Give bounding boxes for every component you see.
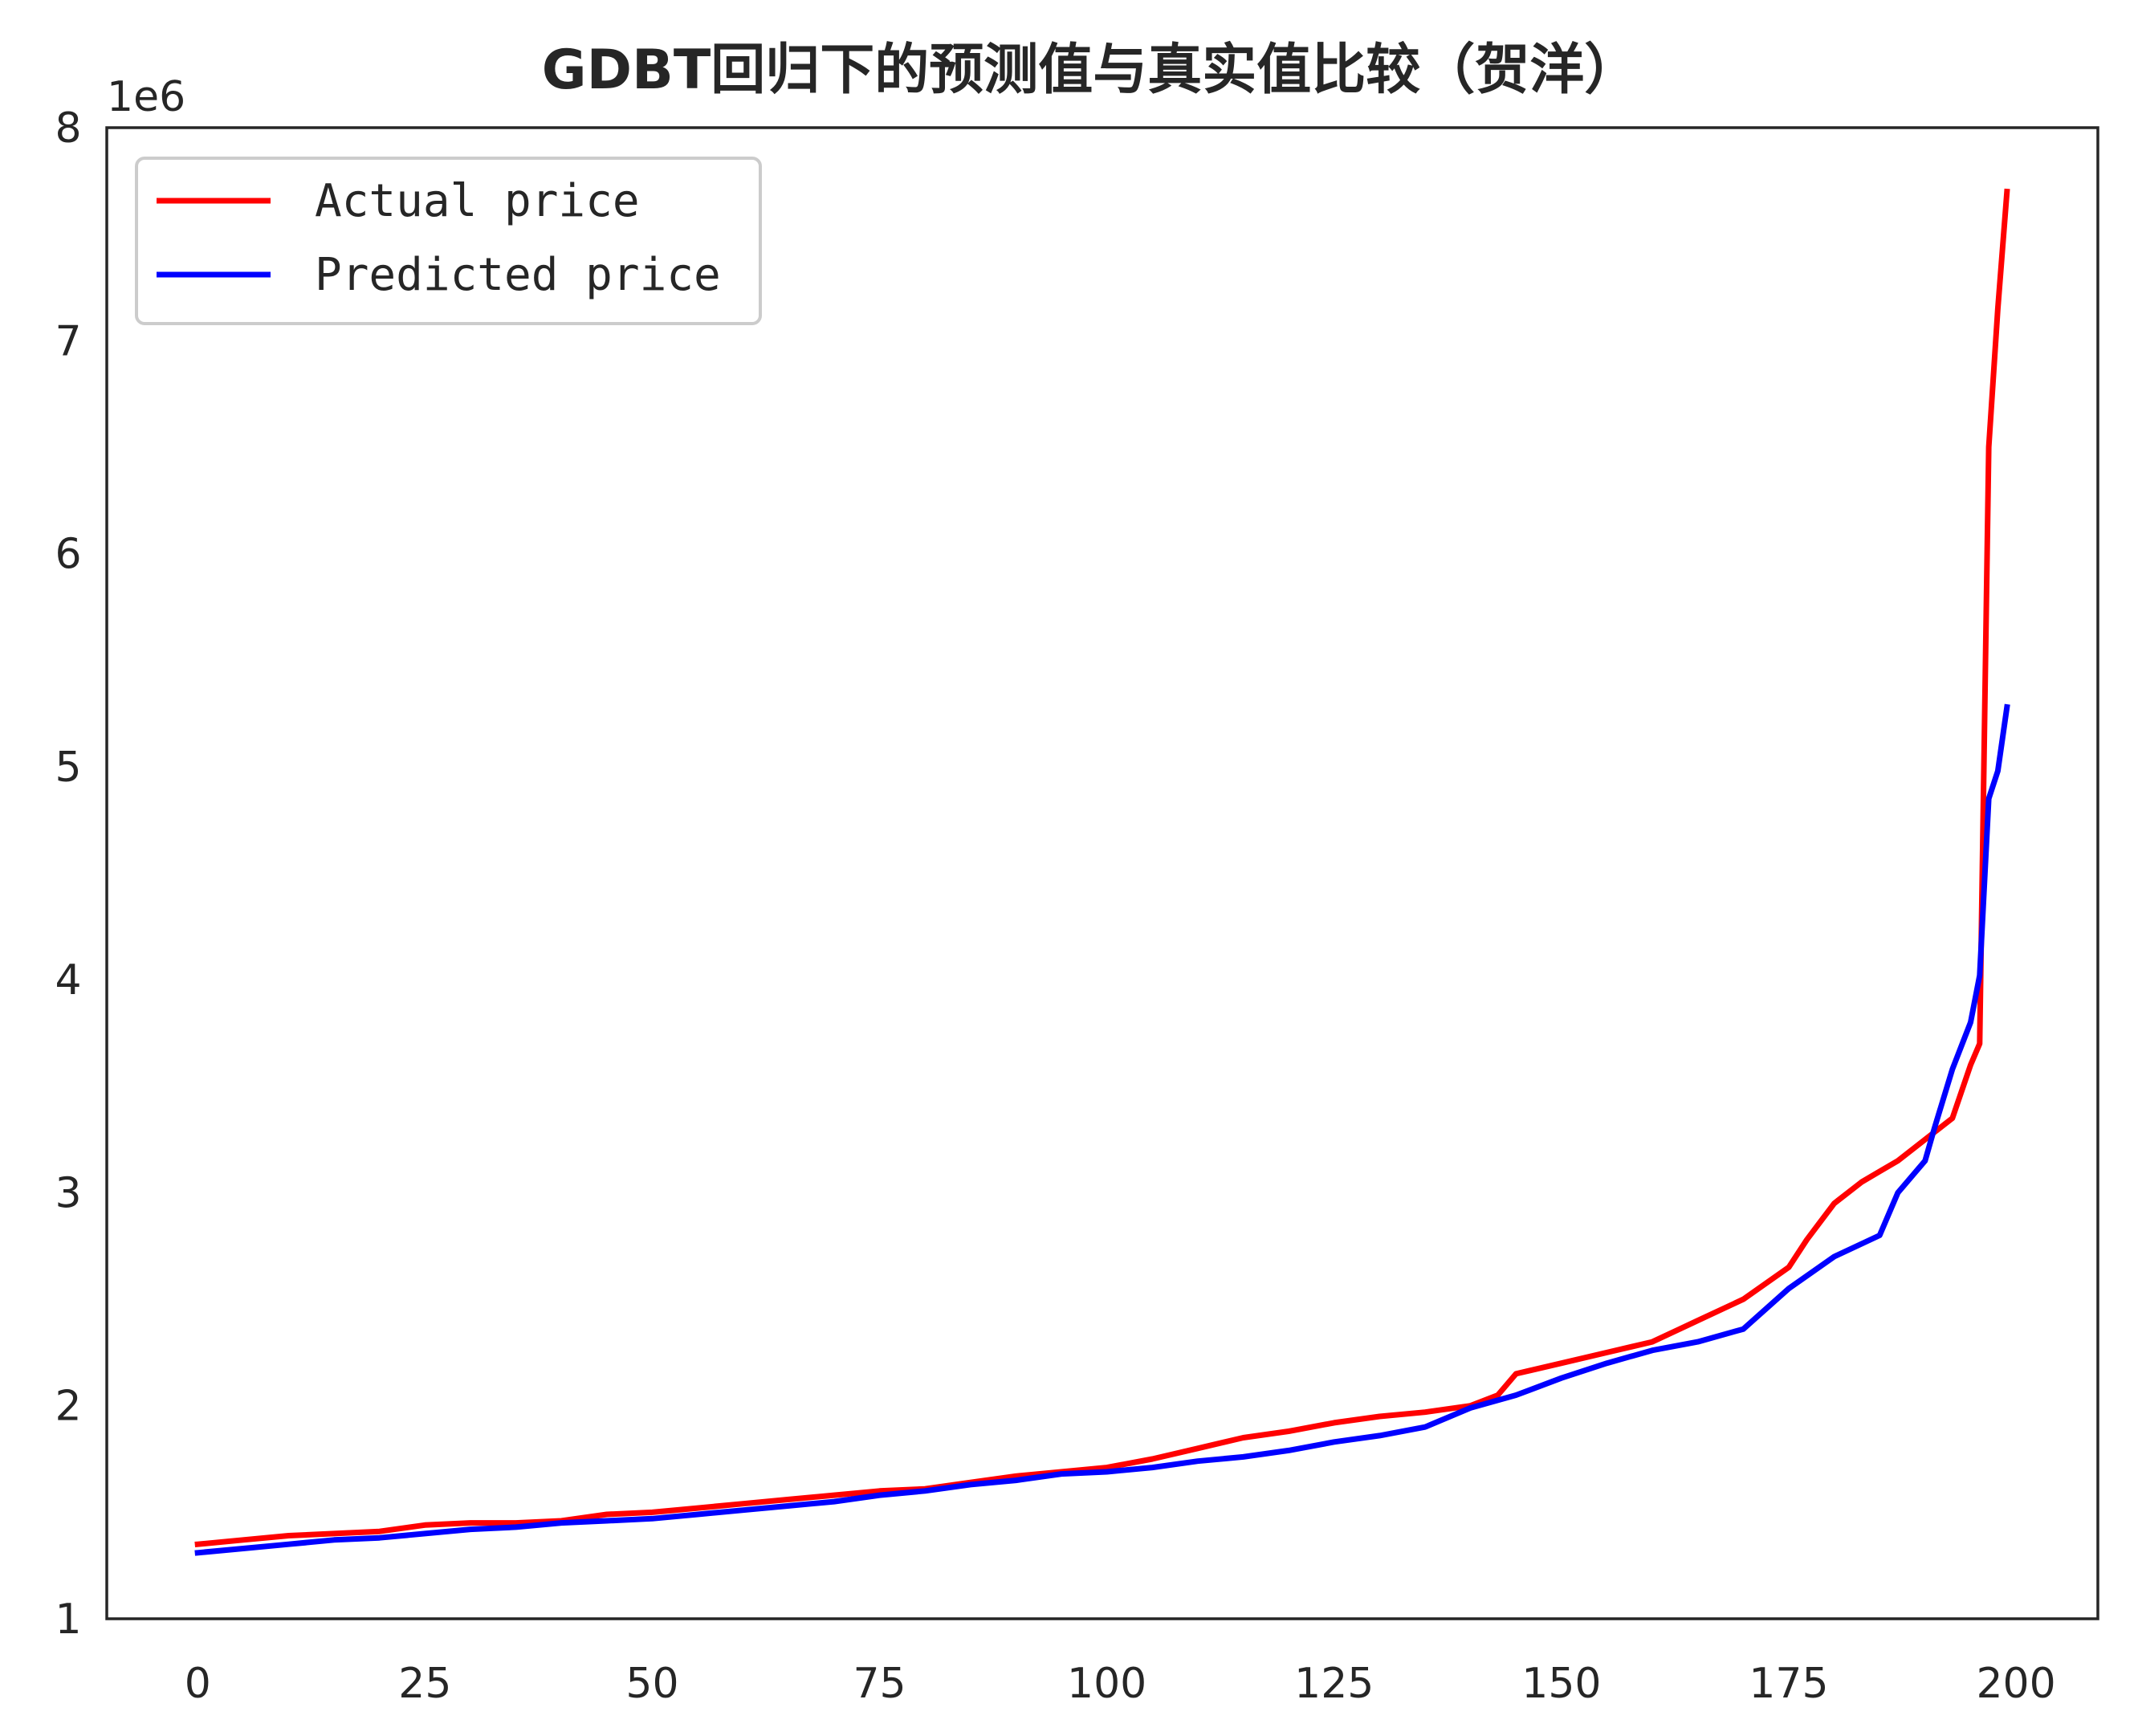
series-line-predicted-price — [194, 703, 2010, 1556]
legend-label: Actual price — [315, 175, 640, 227]
y-axis: 1 2 3 4 5 6 7 8 — [55, 104, 81, 1644]
x-tick-label: 150 — [1521, 1660, 1601, 1708]
x-tick-label: 125 — [1294, 1660, 1374, 1708]
y-tick-label: 6 — [55, 531, 81, 579]
x-tick-label: 50 — [625, 1660, 678, 1708]
legend-label: Predicted price — [315, 249, 721, 301]
x-tick-label: 25 — [398, 1660, 451, 1708]
x-axis: 0 25 50 75 100 125 150 175 200 — [185, 1660, 2056, 1708]
plot-frame — [105, 126, 2099, 1620]
y-tick-label: 5 — [55, 744, 81, 792]
y-tick-label: 8 — [55, 104, 81, 153]
y-tick-label: 1 — [55, 1595, 81, 1644]
x-tick-label: 200 — [1976, 1660, 2055, 1708]
chart-title: GDBT回归下的预测值与真实值比较（贺洋） — [542, 39, 1639, 102]
x-tick-label: 100 — [1067, 1660, 1146, 1708]
x-tick-label: 75 — [853, 1660, 906, 1708]
plot-area — [194, 188, 2010, 1556]
legend: Actual price Predicted price — [135, 157, 762, 325]
x-tick-label: 0 — [185, 1660, 211, 1708]
y-tick-label: 7 — [55, 317, 81, 365]
x-tick-label: 175 — [1749, 1660, 1828, 1708]
y-axis-offset-label: 1e6 — [107, 73, 185, 121]
legend-box — [135, 157, 762, 325]
y-tick-label: 3 — [55, 1169, 81, 1217]
y-tick-label: 2 — [55, 1383, 81, 1431]
y-tick-label: 4 — [55, 956, 81, 1005]
